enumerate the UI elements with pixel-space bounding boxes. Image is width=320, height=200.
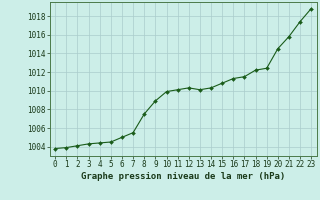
X-axis label: Graphe pression niveau de la mer (hPa): Graphe pression niveau de la mer (hPa) bbox=[81, 172, 285, 181]
